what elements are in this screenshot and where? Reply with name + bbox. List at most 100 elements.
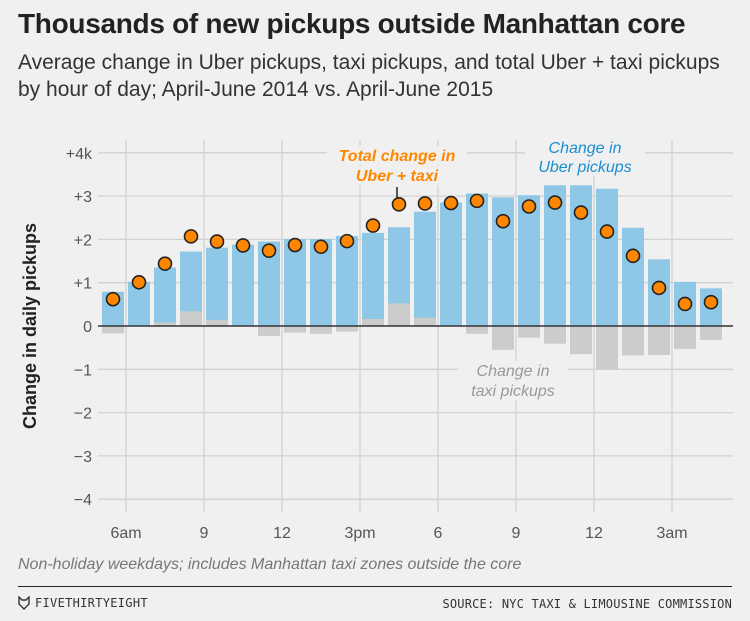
taxi-bar (622, 326, 644, 356)
taxi-bar (518, 326, 540, 338)
total-dot (287, 237, 303, 253)
uber-bar (544, 185, 566, 326)
annotation-taxi-line: Change in (477, 363, 550, 380)
total-dot (521, 199, 537, 214)
brand-name: FIVETHIRTYEIGHT (35, 596, 148, 610)
uber-bar (206, 247, 228, 326)
fox-icon (18, 596, 30, 610)
x-tick-label: 6 (434, 525, 443, 542)
x-tick-label: 6am (110, 525, 141, 542)
total-dot (183, 229, 199, 244)
source-credit: SOURCE: NYC TAXI & LIMOUSINE COMMISSION (442, 597, 732, 611)
uber-bar (284, 238, 306, 326)
total-dot (157, 256, 173, 271)
y-tick-label: 0 (83, 319, 92, 336)
total-dot (209, 234, 225, 249)
uber-bar (310, 238, 332, 326)
x-tick-label: 12 (273, 525, 291, 542)
total-dot (261, 243, 277, 258)
y-tick-label: +1 (74, 276, 92, 293)
total-dot (417, 196, 433, 211)
taxi-bar (180, 311, 202, 326)
total-dot (131, 274, 147, 290)
annotation-background (525, 138, 645, 157)
total-dot (573, 205, 589, 220)
taxi-bar (284, 326, 306, 333)
total-dot (313, 239, 329, 255)
brand-logo: FIVETHIRTYEIGHT (18, 596, 148, 610)
total-dot (599, 224, 615, 239)
taxi-bar (700, 326, 722, 340)
taxi-bar (596, 326, 618, 370)
annotation-background (525, 157, 645, 176)
annotation-uber-line: Change in (549, 140, 622, 157)
taxi-bar (336, 326, 358, 332)
taxi-bar (206, 319, 228, 326)
total-dot (365, 218, 381, 233)
uber-bar (570, 185, 592, 326)
taxi-bar (362, 319, 384, 326)
y-tick-label: −1 (74, 362, 92, 379)
taxi-bar (414, 317, 436, 326)
uber-bar (596, 188, 618, 326)
uber-bar (414, 211, 436, 326)
uber-bar (388, 227, 410, 326)
uber-bar (154, 267, 176, 326)
uber-bar (180, 251, 202, 326)
total-dot (495, 213, 511, 229)
footnote: Non-holiday weekdays; includes Manhattan… (18, 556, 522, 573)
y-tick-label: +3 (74, 189, 92, 206)
total-dot (625, 248, 641, 264)
uber-bar (258, 241, 280, 326)
annotation-total-line: Uber + taxi (356, 168, 439, 185)
annotation-total-line: Total change in (339, 148, 456, 165)
total-dot (339, 233, 355, 249)
total-dot (469, 193, 485, 209)
total-dot (703, 294, 719, 310)
total-dot (105, 291, 121, 307)
footer-divider (18, 586, 732, 587)
y-tick-label: −2 (74, 406, 92, 423)
annotation-background (327, 146, 467, 165)
uber-bar (362, 232, 384, 326)
taxi-bar (154, 322, 176, 326)
y-tick-label: −4 (74, 492, 92, 509)
taxi-bar (466, 326, 488, 334)
annotation-taxi-line: taxi pickups (471, 383, 555, 400)
taxi-bar (544, 326, 566, 344)
total-dot (443, 195, 459, 211)
taxi-bar (570, 326, 592, 355)
annotation-background (327, 166, 467, 185)
total-dot (547, 195, 563, 210)
x-tick-label: 3pm (344, 525, 375, 542)
total-dot (235, 238, 251, 253)
uber-bar (518, 195, 540, 326)
total-dot (651, 280, 667, 296)
taxi-bar (258, 326, 280, 336)
uber-bar (622, 227, 644, 326)
total-dot (677, 296, 693, 312)
taxi-bar (388, 303, 410, 326)
chart-title: Thousands of new pickups outside Manhatt… (18, 8, 686, 39)
uber-bar (440, 202, 462, 326)
annotation-background (458, 381, 568, 400)
x-tick-label: 9 (512, 525, 521, 542)
taxi-bar (648, 326, 670, 356)
annotation-background (458, 361, 568, 380)
y-tick-label: +4k (66, 146, 93, 163)
x-tick-label: 3am (656, 525, 687, 542)
taxi-bar (674, 326, 696, 349)
uber-bar (232, 244, 254, 326)
x-tick-label: 9 (200, 525, 209, 542)
y-tick-label: +2 (74, 232, 92, 249)
taxi-bar (310, 326, 332, 334)
uber-bar (128, 281, 150, 326)
chart-subtitle: Average change in Uber pickups, taxi pic… (18, 51, 720, 101)
uber-bar (492, 197, 514, 326)
annotation-uber-line: Uber pickups (538, 159, 631, 176)
x-tick-label: 12 (585, 525, 603, 542)
uber-bar (336, 235, 358, 326)
uber-bar (466, 193, 488, 326)
